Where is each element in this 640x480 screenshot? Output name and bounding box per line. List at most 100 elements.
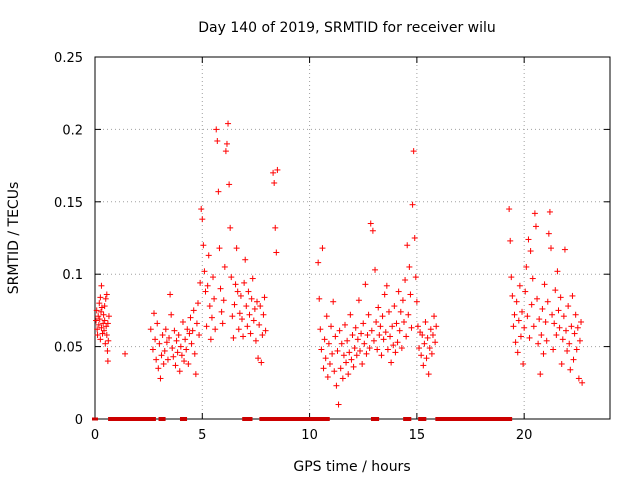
data-point	[149, 346, 156, 353]
data-point	[561, 246, 568, 253]
data-point	[354, 336, 361, 343]
data-point	[391, 303, 398, 310]
data-point	[515, 317, 522, 324]
data-point	[374, 346, 381, 353]
x-tick-label: 15	[409, 428, 426, 443]
data-point	[390, 342, 397, 349]
data-point	[96, 300, 103, 307]
data-point	[360, 320, 367, 327]
data-point	[97, 294, 104, 301]
data-point	[221, 263, 228, 270]
y-axis-ticks: 0 0.05 0.1 0.15 0.2 0.25	[54, 51, 610, 428]
data-point	[429, 332, 436, 339]
data-point	[262, 327, 269, 334]
data-point	[232, 281, 239, 288]
data-point	[563, 327, 570, 334]
data-point	[398, 345, 405, 352]
data-point	[558, 360, 565, 367]
data-point	[160, 360, 167, 367]
data-point	[381, 291, 388, 298]
data-point	[167, 291, 174, 298]
data-point	[234, 288, 241, 295]
y-axis-title: SRMTID / TECUs	[6, 182, 22, 295]
data-point	[540, 350, 547, 357]
data-point	[98, 304, 105, 311]
data-point	[428, 350, 435, 357]
data-point	[529, 275, 536, 282]
data-point	[270, 169, 277, 176]
data-point	[508, 274, 515, 281]
plot-frame	[94, 56, 611, 420]
data-point	[573, 346, 580, 353]
data-point	[527, 248, 534, 255]
chart-title: Day 140 of 2019, SRMTID for receiver wil…	[198, 20, 496, 36]
data-point	[355, 297, 362, 304]
data-point	[103, 291, 110, 298]
data-point	[166, 334, 173, 341]
data-point	[205, 252, 212, 259]
data-point	[162, 326, 169, 333]
data-point	[257, 303, 264, 310]
data-point	[246, 311, 253, 318]
data-point	[382, 329, 389, 336]
data-point	[105, 337, 112, 344]
data-point	[101, 317, 108, 324]
data-point	[545, 230, 552, 237]
data-point	[336, 327, 343, 334]
data-point	[569, 292, 576, 299]
data-point	[215, 188, 222, 195]
data-point	[220, 297, 227, 304]
data-point	[98, 324, 105, 331]
data-point	[384, 346, 391, 353]
data-point	[170, 353, 177, 360]
data-point	[175, 332, 182, 339]
data-point	[375, 304, 382, 311]
data-point	[339, 375, 346, 382]
data-point	[169, 345, 176, 352]
data-point	[186, 330, 193, 337]
data-point	[100, 311, 107, 318]
data-point	[359, 360, 366, 367]
data-point	[566, 340, 573, 347]
data-point	[349, 332, 356, 339]
data-point	[348, 356, 355, 363]
data-point	[335, 401, 342, 408]
data-point	[539, 305, 546, 312]
data-point	[240, 333, 247, 340]
data-point	[159, 332, 166, 339]
data-point	[99, 330, 106, 337]
data-point	[575, 375, 582, 382]
data-point	[212, 326, 219, 333]
data-point	[255, 355, 262, 362]
data-point	[98, 308, 105, 315]
data-point	[344, 337, 351, 344]
data-point	[122, 350, 129, 357]
data-point	[517, 333, 524, 340]
data-point	[156, 340, 163, 347]
data-point	[408, 324, 415, 331]
data-point	[247, 330, 254, 337]
data-point	[187, 314, 194, 321]
data-point	[368, 327, 375, 334]
data-point	[568, 323, 575, 330]
data-point	[362, 281, 369, 288]
data-point	[576, 337, 583, 344]
data-point	[538, 332, 545, 339]
data-point	[324, 374, 331, 381]
data-point	[547, 245, 554, 252]
data-point	[177, 343, 184, 350]
data-point	[402, 276, 409, 283]
data-point	[249, 275, 256, 282]
data-point	[528, 301, 535, 308]
data-point	[520, 360, 527, 367]
data-point	[252, 337, 259, 344]
y-tick-label: 0.15	[54, 196, 83, 211]
data-point	[202, 288, 209, 295]
data-point	[185, 360, 192, 367]
data-point	[421, 340, 428, 347]
data-point	[242, 256, 249, 263]
data-point	[104, 347, 111, 354]
data-point	[96, 316, 103, 323]
data-point	[364, 332, 371, 339]
